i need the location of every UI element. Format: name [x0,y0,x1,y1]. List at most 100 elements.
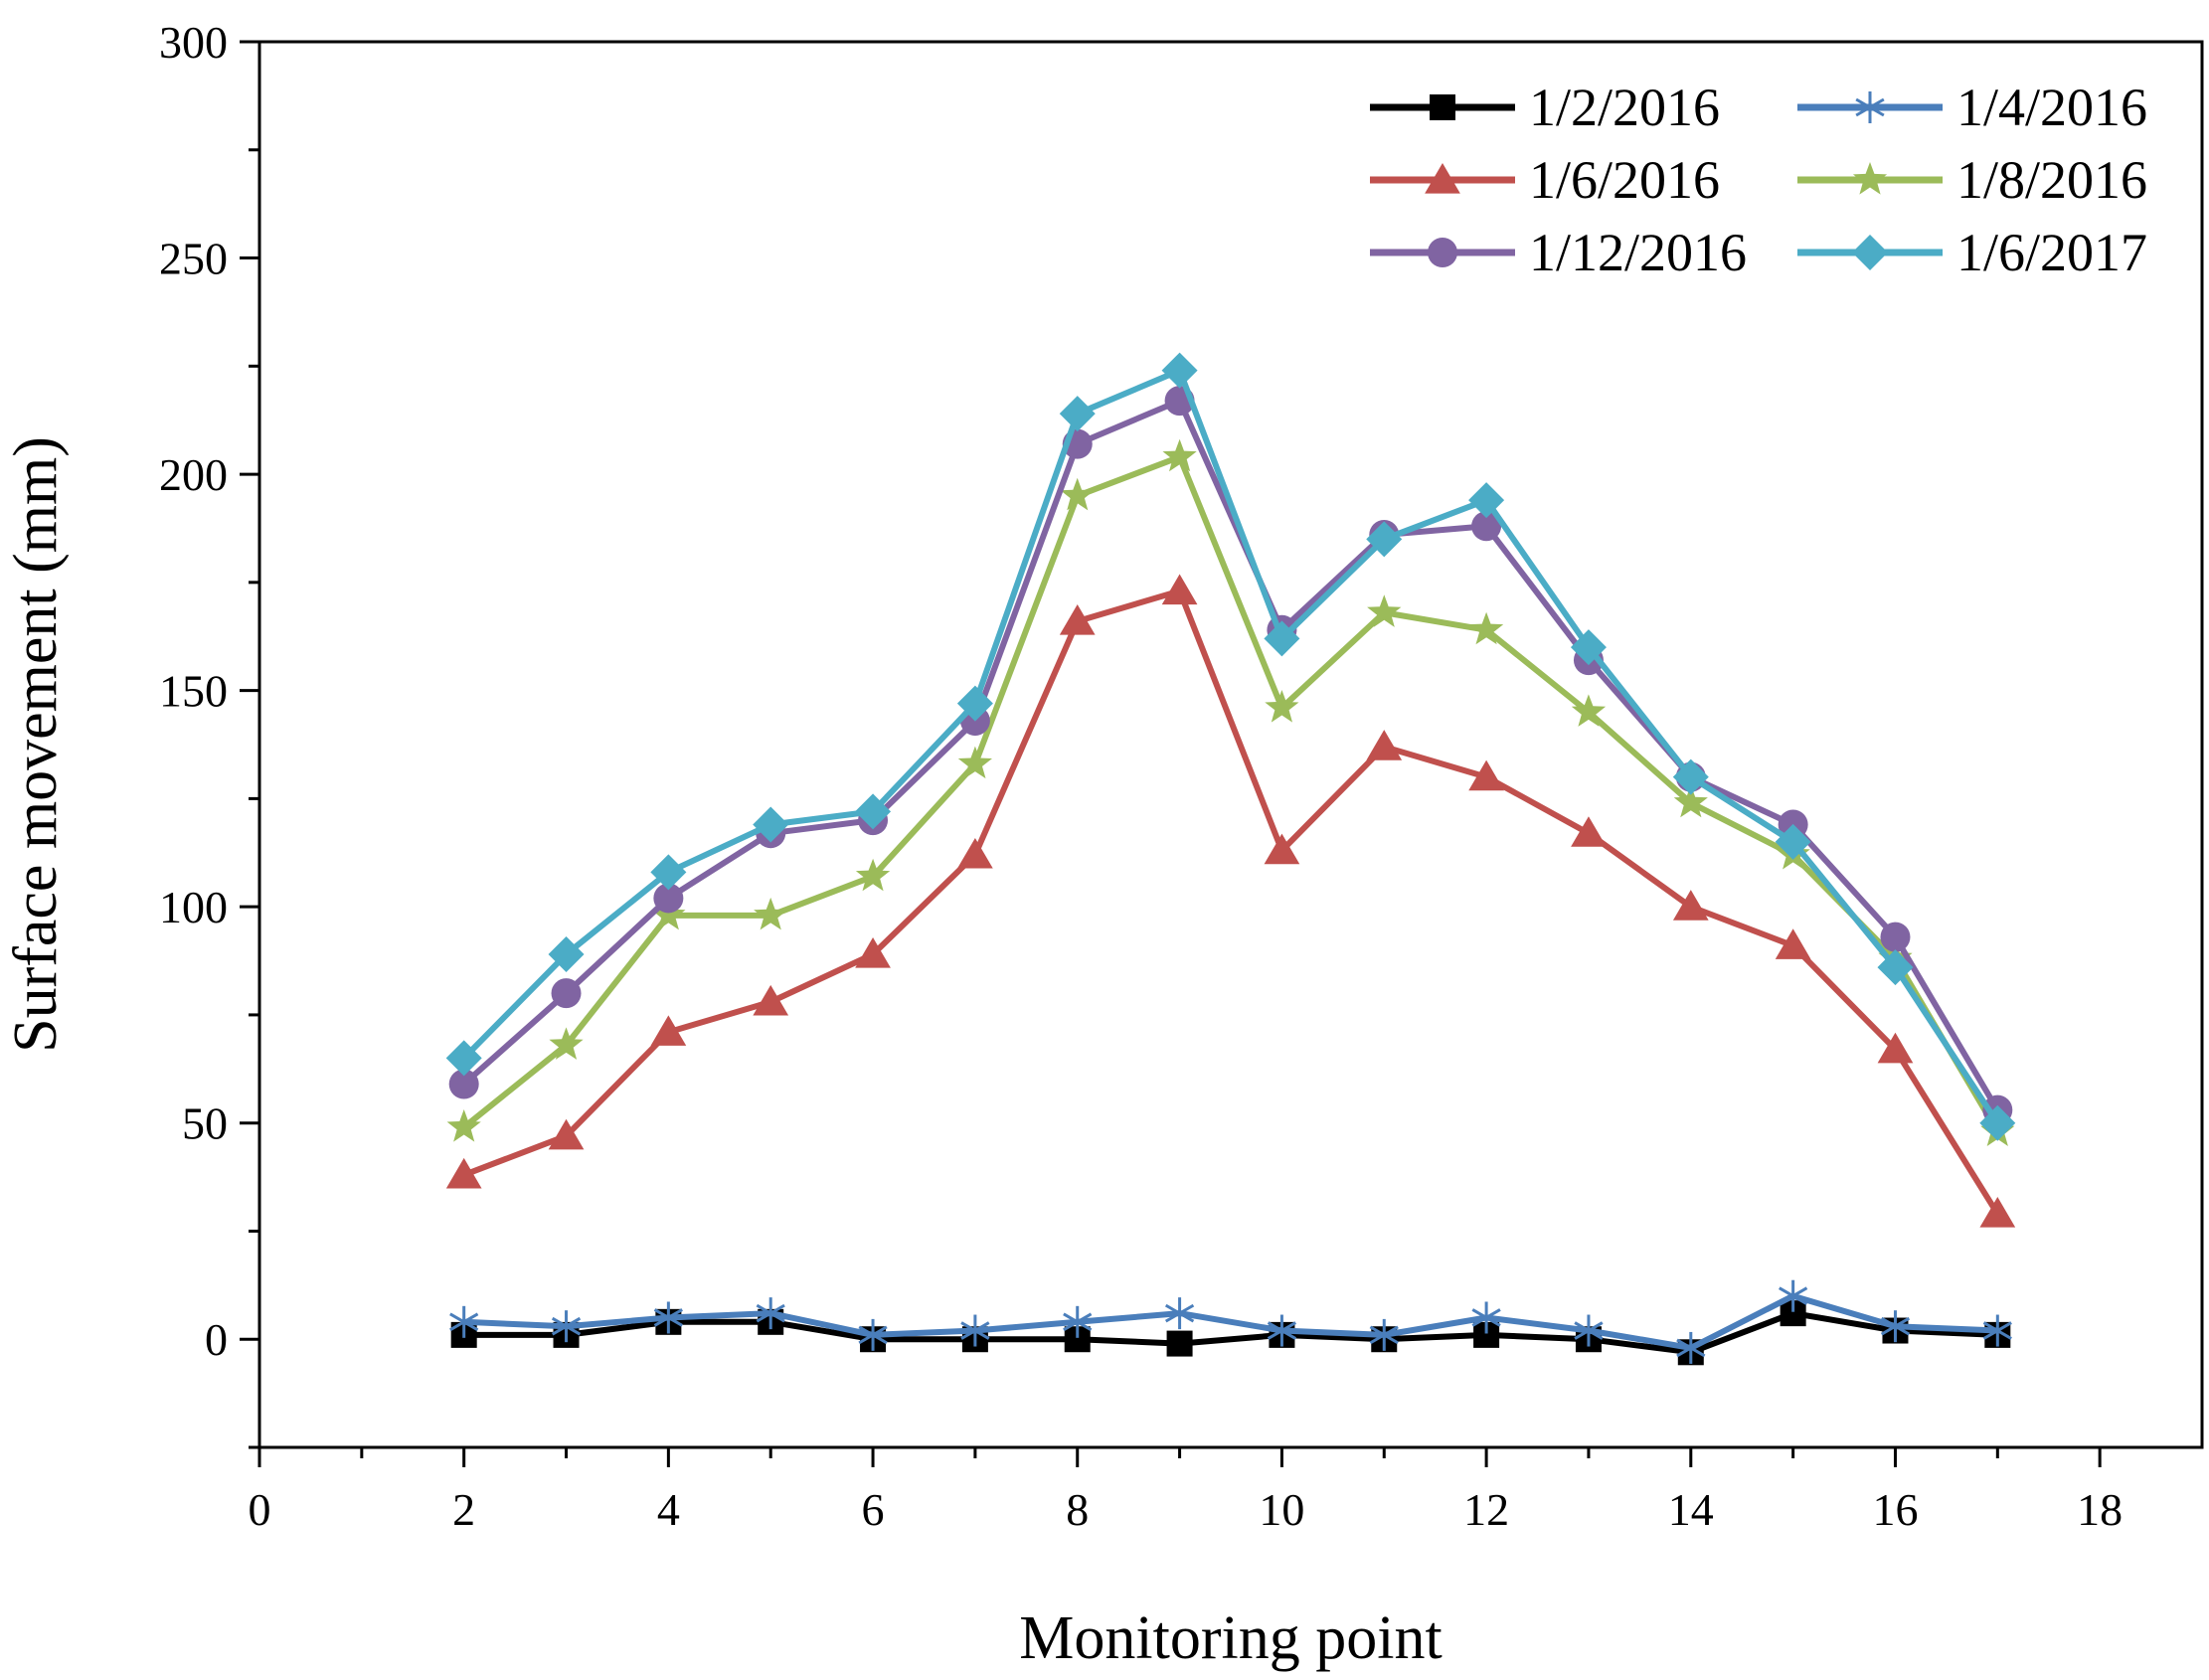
data-point [1574,1314,1604,1347]
data-point [756,1297,785,1330]
data-point [1264,620,1300,657]
series-1/6/2016 [445,574,2016,1228]
legend-item: 1/6/2017 [1797,223,2147,282]
legend-marker [1428,238,1457,267]
data-point [957,837,993,869]
data-point [1880,1310,1911,1343]
data-point [1060,477,1095,511]
data-point [1164,1297,1195,1330]
data-point [1161,352,1198,389]
data-point [1570,629,1607,666]
legend-marker [1425,163,1460,194]
x-tick-label: 4 [657,1484,680,1535]
data-point [1468,759,1504,791]
data-point [754,897,788,930]
data-point [1366,730,1403,760]
data-point [1877,1032,1914,1064]
data-point [1775,928,1811,959]
series-layer [445,352,2016,1366]
legend-label: 1/8/2016 [1956,150,2147,210]
data-point [855,937,891,968]
data-point [446,1109,481,1142]
series-line [461,398,2000,1112]
data-point [1979,1197,2016,1228]
data-point [1264,833,1300,865]
x-tick-label: 18 [2077,1484,2123,1535]
legend-item: 1/12/2016 [1370,223,1747,282]
data-point [855,858,891,892]
data-point [753,806,789,843]
data-point [1059,604,1096,635]
data-point [651,897,686,930]
legend-item: 1/4/2016 [1797,78,2147,137]
x-tick-label: 8 [1066,1484,1089,1535]
series-line [461,453,2000,1133]
data-point [1571,694,1607,727]
legend-item: 1/2/2016 [1370,78,1720,137]
legend-label: 1/6/2017 [1956,223,2147,282]
legend-item: 1/8/2016 [1797,150,2147,210]
data-point [650,1015,687,1046]
legend: 1/2/2016 1/4/2016 1/6/2016 1/8/2016 1/12/201… [1370,78,2147,282]
data-point [551,978,582,1009]
data-point [448,1069,479,1099]
series-line [462,588,2000,1216]
data-point [1161,574,1198,605]
data-point [1366,521,1403,558]
data-point [1469,611,1504,645]
series-line [463,1310,1998,1356]
data-point [1673,784,1708,818]
legend-marker [1855,91,1885,123]
series-1/6/2017 [445,352,2016,1141]
data-point [1979,1104,2016,1141]
data-point [1265,690,1299,723]
y-tick-label: 0 [205,1314,228,1365]
series-line [461,367,2000,1125]
x-tick-label: 2 [452,1484,475,1535]
data-point [1779,1279,1808,1312]
y-tick-label: 100 [159,882,228,932]
data-point [956,685,993,722]
data-point [1471,511,1502,542]
data-point [1982,1314,2012,1347]
legend-marker [1852,235,1888,270]
data-point [1471,1301,1501,1334]
data-point [653,1301,683,1334]
data-point [445,1040,482,1077]
data-point [1877,949,1914,986]
data-point [650,854,687,891]
x-tick-label: 0 [249,1484,271,1535]
data-point [960,1314,990,1347]
legend-label: 1/6/2016 [1529,150,1720,210]
data-point [1571,816,1607,847]
x-tick-label: 12 [1463,1484,1509,1535]
data-point [548,1118,585,1150]
data-point [549,1027,584,1060]
legend-label: 1/12/2016 [1529,223,1747,282]
data-point [1059,396,1096,432]
y-axis-title: Surface movement (mm) [2,436,70,1053]
x-axis: 0 2 4 6 8 10 12 14 16 18 [249,1447,2123,1535]
data-point [1369,1318,1399,1351]
data-point [1775,823,1811,860]
data-point [1367,594,1402,627]
y-tick-label: 200 [159,449,228,500]
data-point [548,936,585,973]
data-point [653,883,684,914]
data-point [1162,438,1197,472]
y-tick-label: 150 [159,666,228,717]
data-point [753,984,789,1016]
y-axis: 0 50 100 150 200 250 300 [159,17,259,1449]
x-tick-label: 10 [1259,1484,1304,1535]
data-point [858,1318,888,1351]
data-point [1672,758,1709,795]
legend-marker [1852,162,1888,195]
data-point [1063,1305,1093,1338]
data-point [1166,1330,1193,1357]
x-axis-title: Monitoring point [1019,1604,1442,1672]
series-1/2/2016 [450,1300,2011,1366]
legend-label: 1/2/2016 [1529,78,1720,137]
data-point [855,793,892,830]
data-point [1880,922,1911,952]
